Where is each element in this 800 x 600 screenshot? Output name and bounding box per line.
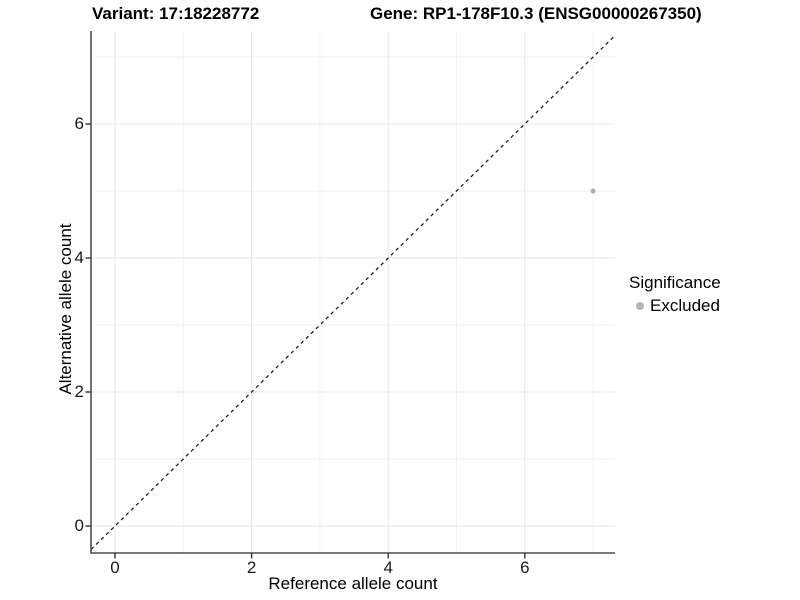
legend-key-dot-icon — [636, 302, 644, 310]
variant-title: Variant: 17:18228772 — [92, 4, 260, 23]
x-tick-label: 4 — [383, 558, 393, 577]
legend-items: Excluded — [629, 296, 721, 316]
x-axis-label: Reference allele count — [268, 574, 438, 593]
data-point — [590, 188, 596, 194]
legend-item: Excluded — [629, 296, 721, 316]
y-axis-label: Alternative allele count — [56, 223, 75, 395]
x-tick-label: 2 — [246, 558, 257, 577]
x-tick-label: 6 — [520, 558, 530, 577]
gene-title: Gene: RP1-178F10.3 (ENSG00000267350) — [370, 4, 702, 23]
identity-dashed-line — [90, 35, 616, 550]
y-tick-label: 6 — [74, 114, 84, 133]
legend-title: Significance — [629, 273, 721, 292]
y-tick-label: 2 — [74, 382, 84, 401]
x-tick-label: 0 — [110, 558, 120, 577]
y-tick-label: 0 — [74, 516, 84, 535]
y-tick-label: 4 — [74, 248, 84, 267]
legend-item-label: Excluded — [650, 296, 720, 315]
legend: Significance Excluded — [629, 273, 721, 316]
